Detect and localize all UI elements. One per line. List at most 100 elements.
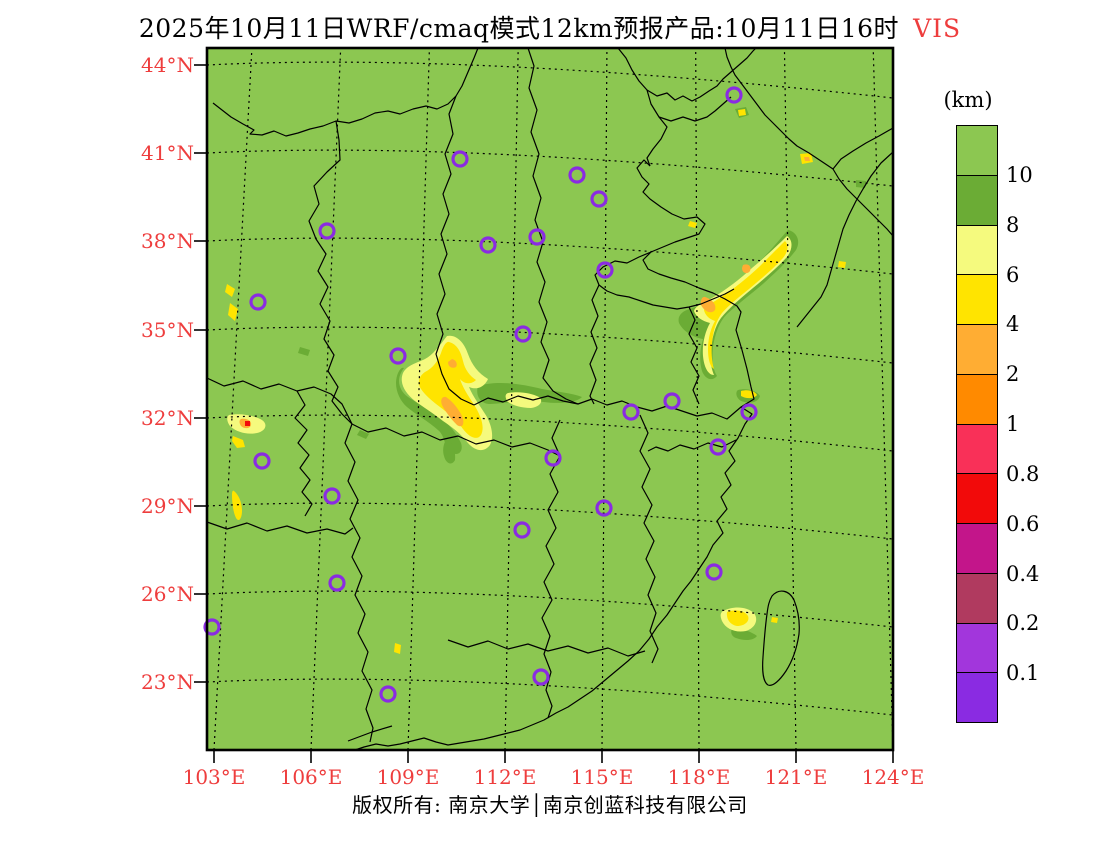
- colorbar-tick-label: 8: [1006, 212, 1020, 237]
- latitude-gridline: [206, 61, 894, 99]
- city-marker: [532, 668, 550, 686]
- province-boundary: [473, 395, 742, 420]
- colorbar-segment: [956, 224, 998, 276]
- province-boundary: [639, 414, 659, 664]
- city-marker: [663, 392, 681, 410]
- title-text: 2025年10月11日WRF/cmaq模式12km预报产品:10月11日16时: [138, 14, 900, 43]
- lat-axis-label: 35°N: [141, 318, 194, 342]
- province-boundary: [658, 96, 732, 122]
- city-marker: [622, 403, 640, 421]
- lon-axis-label: 124°E: [861, 765, 925, 789]
- colorbar-segment: [956, 672, 998, 723]
- colorbar-segment: [956, 423, 998, 475]
- province-boundary: [796, 151, 894, 328]
- province-boundary: [344, 423, 374, 743]
- lon-axis-label: 109°E: [376, 765, 440, 789]
- city-marker: [596, 261, 614, 279]
- province-boundary: [724, 47, 834, 170]
- colorbar-tick-label: 6: [1006, 262, 1020, 287]
- lat-lon-gridlines: [206, 47, 894, 751]
- colorbar-segment: [956, 473, 998, 524]
- city-marker: [740, 403, 758, 421]
- colorbar-unit-label: (km): [943, 88, 993, 112]
- colorbar-segment: [956, 572, 998, 624]
- lat-axis-label: 41°N: [141, 141, 194, 165]
- lon-axis-label: 118°E: [667, 765, 731, 789]
- city-marker: [513, 521, 531, 539]
- province-boundary: [527, 47, 579, 405]
- province-boundary: [594, 251, 735, 310]
- city-marker: [479, 236, 497, 254]
- latitude-gridline: [206, 590, 894, 628]
- city-marker: [544, 449, 562, 467]
- latitude-gridline: [206, 237, 894, 275]
- latitude-gridline: [206, 678, 894, 716]
- city-marker: [514, 325, 532, 343]
- city-marker: [528, 228, 546, 246]
- lat-axis-label: 32°N: [141, 406, 194, 430]
- lat-axis-label: 26°N: [141, 582, 194, 606]
- latitude-gridline: [206, 414, 894, 452]
- province-boundary: [351, 423, 561, 457]
- province-boundary: [308, 120, 353, 425]
- city-marker: [705, 563, 723, 581]
- city-marker: [709, 438, 727, 456]
- lon-axis-label: 115°E: [570, 765, 634, 789]
- province-boundary: [206, 377, 353, 425]
- latitude-gridline: [206, 326, 894, 364]
- lat-axis-label: 23°N: [141, 670, 194, 694]
- city-marker: [568, 166, 586, 184]
- city-marker: [328, 574, 346, 592]
- colorbar-tick-label: 0.4: [1006, 561, 1040, 586]
- colorbar-segment: [956, 622, 998, 674]
- lon-axis-label: 112°E: [473, 765, 537, 789]
- province-boundary: [294, 390, 313, 517]
- province-boundary: [589, 284, 600, 405]
- title-variable-vis: VIS: [913, 14, 962, 43]
- latitude-gridline: [206, 502, 894, 540]
- lon-axis-label: 103°E: [182, 765, 246, 789]
- colorbar-tick-label: 0.2: [1006, 611, 1040, 636]
- city-marker: [595, 499, 613, 517]
- colorbar-tick-label: 0.8: [1006, 461, 1040, 486]
- city-marker: [323, 487, 341, 505]
- city-marker: [590, 190, 608, 208]
- colorbar-tick-label: 10: [1006, 162, 1033, 187]
- page-title: 2025年10月11日WRF/cmaq模式12km预报产品:10月11日16时 …: [0, 9, 1100, 45]
- province-boundaries: [206, 47, 894, 751]
- province-boundary: [541, 419, 561, 719]
- colorbar-segment: [956, 174, 998, 226]
- city-marker: [389, 347, 407, 365]
- colorbar-segment: [956, 324, 998, 375]
- colorbar-tick-label: 0.6: [1006, 511, 1040, 536]
- city-markers: [203, 86, 758, 703]
- lat-axis-label: 44°N: [141, 53, 194, 77]
- province-boundary: [647, 439, 737, 452]
- lon-axis-label: 121°E: [764, 765, 828, 789]
- province-boundary: [832, 127, 894, 237]
- map-frame: [205, 46, 895, 752]
- lat-axis-label: 38°N: [141, 229, 194, 253]
- province-boundary: [206, 521, 354, 535]
- province-boundary: [447, 639, 646, 657]
- colorbar-segment: [956, 274, 998, 325]
- coastline: [354, 159, 755, 751]
- province-boundary: [646, 89, 668, 167]
- colorbar: [956, 125, 998, 723]
- latitude-gridline: [206, 149, 894, 187]
- city-marker: [253, 452, 271, 470]
- province-boundary: [688, 306, 700, 405]
- axis-ticks: [194, 64, 894, 763]
- colorbar-tick-label: 1: [1006, 412, 1020, 436]
- colorbar-tick-label: 2: [1006, 362, 1020, 387]
- lat-axis-label: 29°N: [141, 494, 194, 518]
- colorbar-segment: [956, 373, 998, 425]
- province-boundary: [617, 47, 757, 102]
- lon-axis-label: 106°E: [279, 765, 343, 789]
- city-marker: [318, 222, 336, 240]
- city-marker: [451, 150, 469, 168]
- colorbar-segment: [956, 125, 998, 176]
- colorbar-tick-label: 0.1: [1006, 661, 1040, 686]
